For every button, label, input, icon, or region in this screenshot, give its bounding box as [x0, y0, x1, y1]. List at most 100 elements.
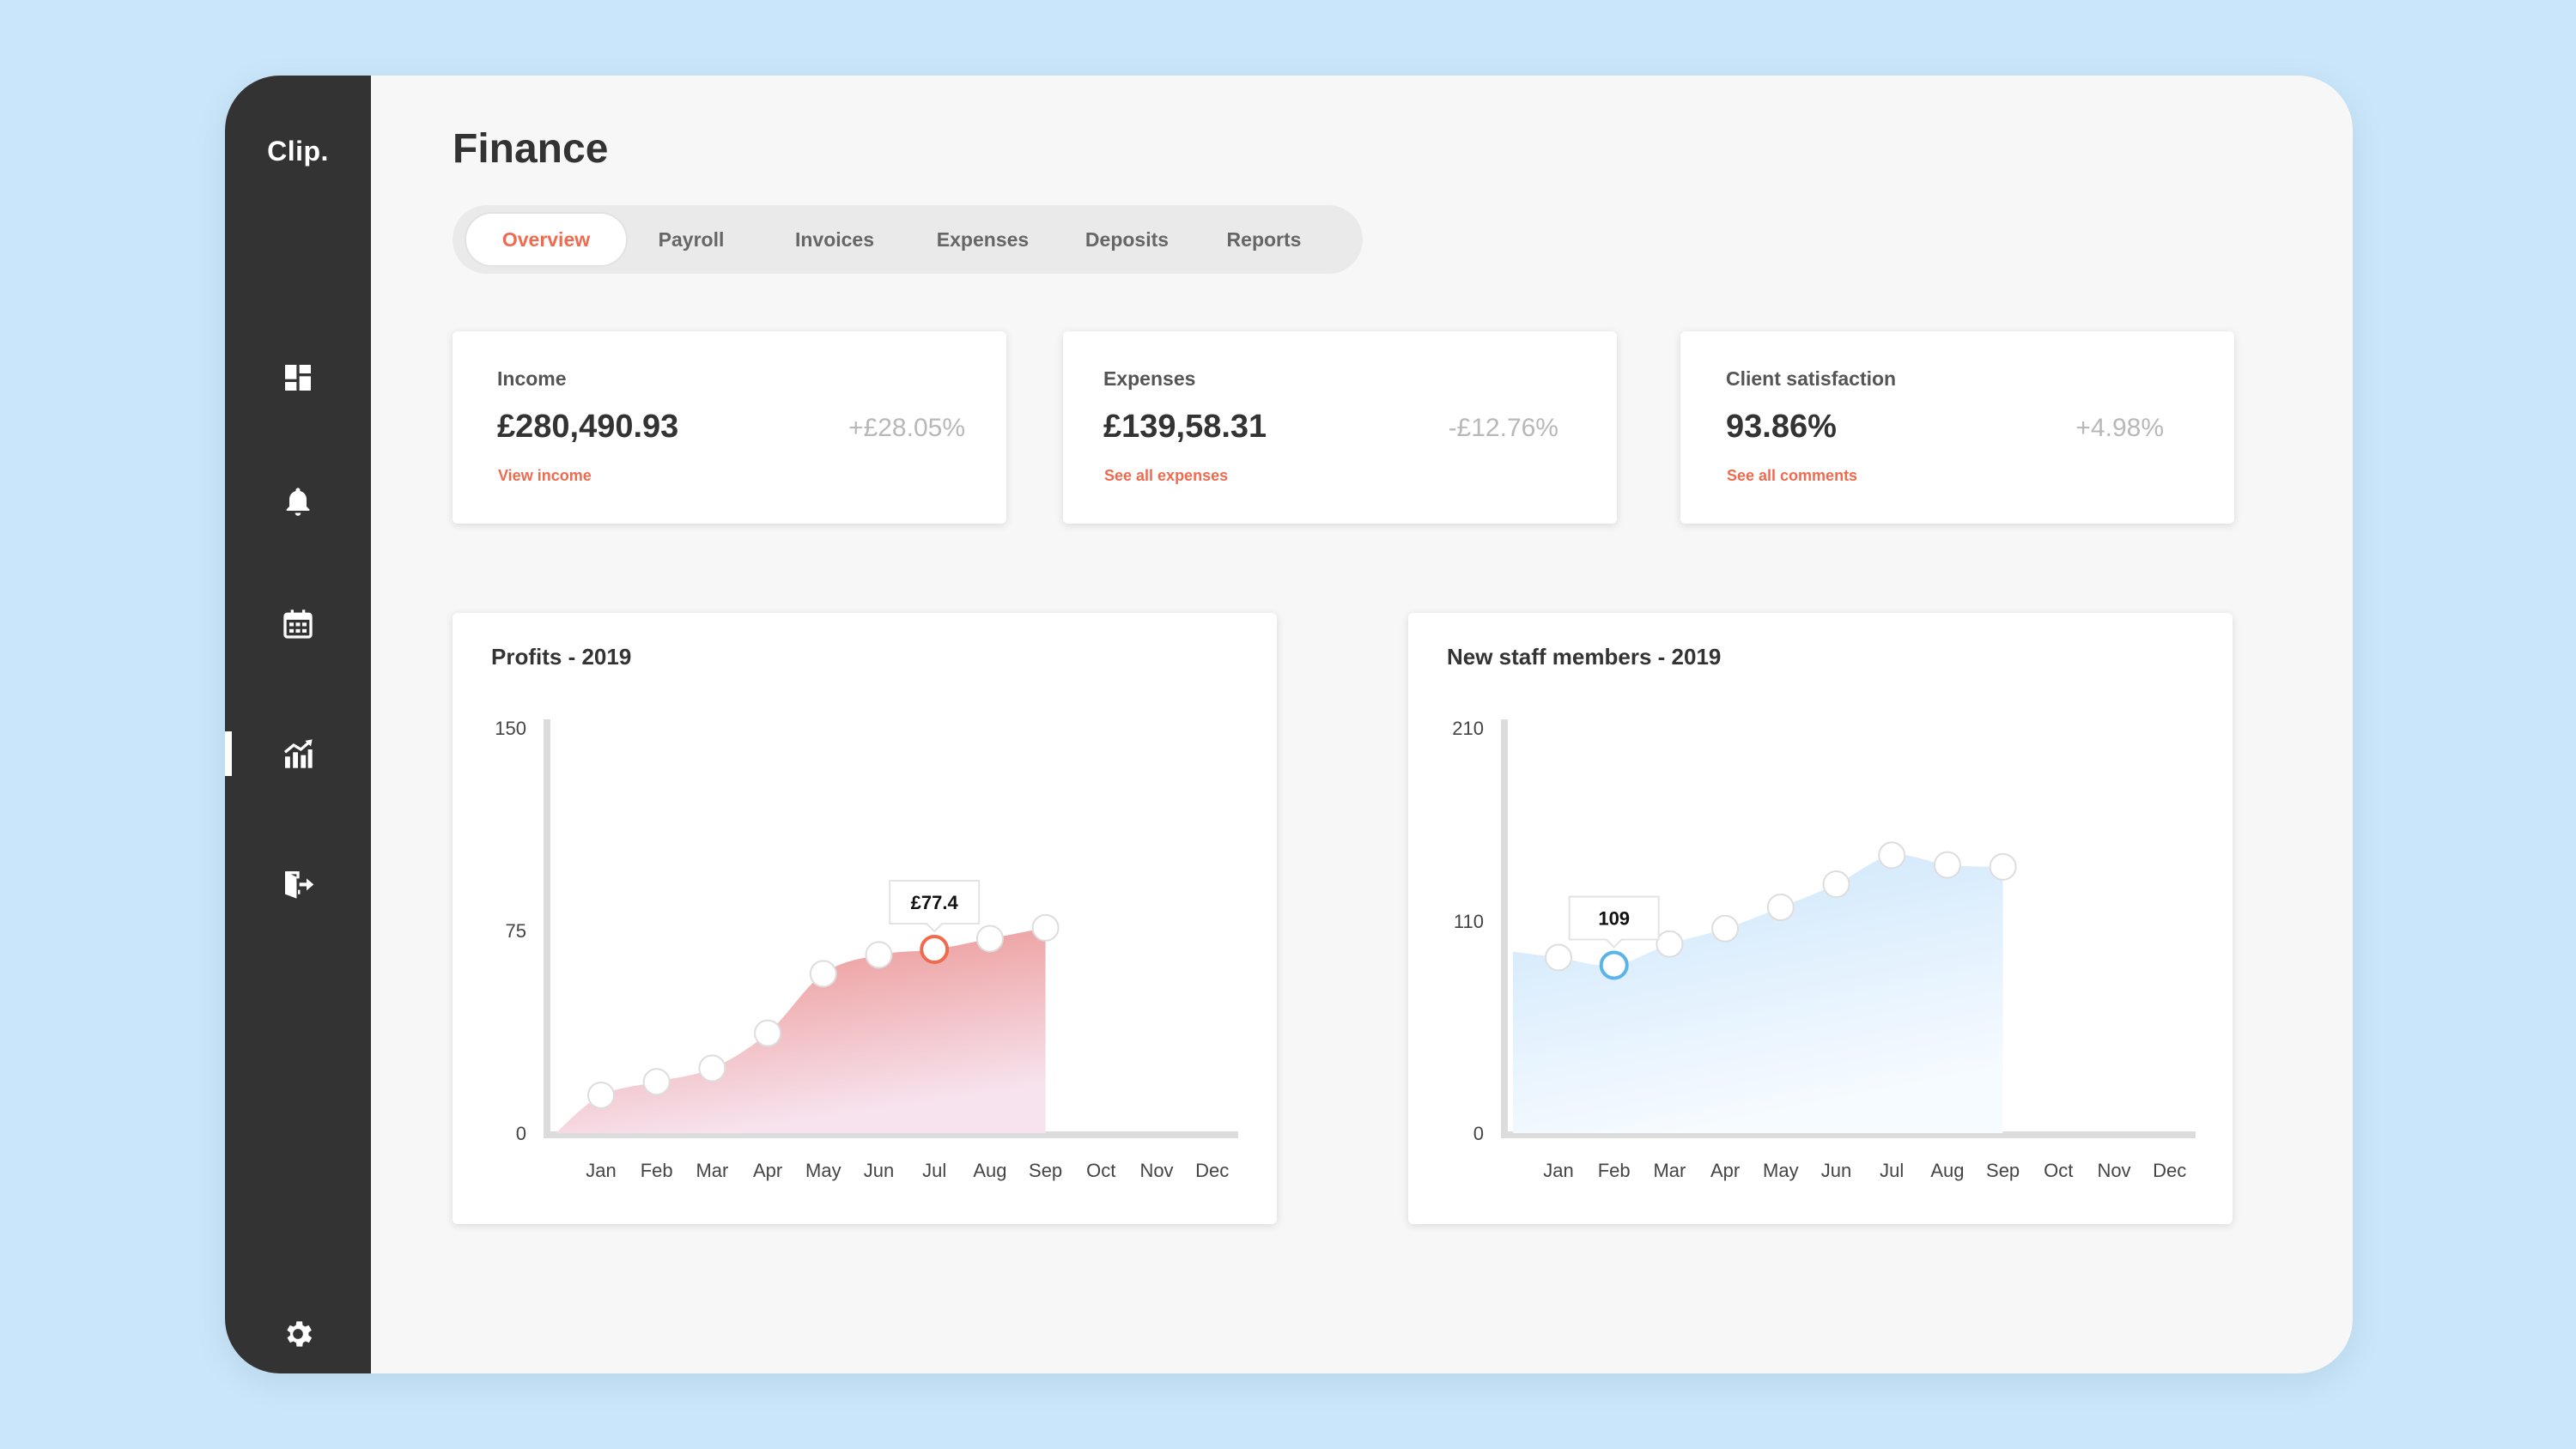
y-tick-label: 75 [506, 920, 526, 942]
client-satisfaction-card: Client satisfaction 93.86% +4.98% See al… [1680, 331, 2234, 524]
x-tick-label: Sep [1986, 1160, 2020, 1181]
x-tick-label: May [1763, 1160, 1799, 1181]
tab-deposits[interactable]: Deposits [1084, 228, 1170, 251]
y-tick-label: 0 [1473, 1123, 1484, 1144]
x-tick-label: Jan [1543, 1160, 1573, 1181]
see-all-comments-link[interactable]: See all comments [1727, 467, 1858, 484]
bell-icon-glyph [286, 488, 310, 516]
chart-icon[interactable] [225, 726, 371, 781]
see-all-expenses-link[interactable]: See all expenses [1104, 467, 1229, 484]
tab-overview[interactable]: Overview [465, 212, 628, 267]
data-point [587, 1081, 615, 1109]
stat-label: Expenses [1103, 367, 1196, 390]
x-tick-label: Dec [2153, 1160, 2186, 1181]
data-point [1878, 841, 1906, 870]
y-tick-label: 110 [1454, 911, 1484, 932]
tab-payroll[interactable]: Payroll [658, 228, 725, 251]
tooltip-label: 109 [1598, 907, 1630, 929]
tooltip-box [889, 880, 981, 933]
tab-bar: Overview Payroll Invoices Expenses Depos… [453, 205, 1363, 274]
x-tick-label: Mar [1653, 1160, 1686, 1181]
dashboard-icon-glyph [285, 365, 311, 391]
stat-label: Income [497, 367, 567, 390]
x-tick-label: Apr [1710, 1160, 1740, 1181]
stat-change: -£12.76% [1448, 414, 1558, 442]
active-nav-indicator [225, 731, 232, 776]
expenses-card: Expenses £139,58.31 -£12.76% See all exp… [1063, 331, 1617, 524]
value-tooltip: 109 [1568, 895, 1660, 949]
x-tick-label: Jul [1880, 1160, 1904, 1181]
tab-expenses[interactable]: Expenses [936, 228, 1030, 251]
x-tick-label: Oct [2044, 1160, 2073, 1181]
gear-icon[interactable] [225, 1307, 371, 1361]
x-tick-label: Jan [586, 1160, 616, 1181]
x-tick-label: Nov [2097, 1160, 2130, 1181]
highlight-point [1599, 950, 1629, 980]
x-tick-label: Jul [922, 1160, 946, 1181]
data-point [1711, 914, 1740, 943]
data-point [1933, 851, 1961, 879]
exit-icon-glyph [285, 871, 314, 899]
data-point [642, 1068, 671, 1096]
data-point [809, 960, 837, 988]
x-tick-label: Dec [1195, 1160, 1229, 1181]
dashboard-icon[interactable] [225, 350, 371, 405]
data-point [975, 925, 1004, 953]
data-point [754, 1019, 782, 1047]
stat-value: £139,58.31 [1103, 409, 1267, 445]
stat-value: £280,490.93 [497, 409, 679, 445]
view-income-link[interactable]: View income [498, 467, 592, 484]
tab-invoices[interactable]: Invoices [794, 228, 875, 251]
bell-icon[interactable] [225, 475, 371, 530]
x-tick-label: May [805, 1160, 841, 1181]
tooltip-label: £77.4 [911, 892, 959, 913]
stat-label: Client satisfaction [1726, 367, 1897, 390]
data-point [1822, 870, 1850, 899]
y-tick-label: 150 [495, 718, 526, 739]
calendar-icon-glyph [283, 609, 313, 639]
x-tick-label: Feb [641, 1160, 673, 1181]
stat-change: +£28.05% [848, 414, 965, 442]
app-window: Clip. [225, 76, 2353, 1373]
staff-chart-card: New staff members - 2019 0 110 210 Jan Feb Ma… [1408, 613, 2233, 1224]
series-area [1513, 854, 2003, 1133]
stat-change: +4.98% [2075, 414, 2164, 442]
staff-chart: 0 110 210 Jan Feb Mar Apr May Jun Jul Aug Sep Oct Nov… [1452, 718, 2196, 1181]
exit-icon[interactable] [225, 857, 371, 912]
profits-chart-card: Profits - 2019 0 75 150 Jan Feb Mar Apr May Jun J… [453, 613, 1277, 1224]
data-point [1031, 913, 1060, 942]
x-tick-label: Aug [1930, 1160, 1964, 1181]
data-point [1656, 930, 1684, 958]
income-card: Income £280,490.93 +£28.05% View income [453, 331, 1006, 524]
x-tick-label: Sep [1029, 1160, 1062, 1181]
sidebar: Clip. [225, 76, 371, 1373]
y-tick-label: 0 [516, 1123, 526, 1144]
page-title: Finance [453, 126, 609, 172]
chart-icon-glyph [283, 739, 313, 768]
x-tick-label: Jun [1821, 1160, 1851, 1181]
series-area [556, 927, 1046, 1133]
main-content: Finance Overview Payroll Invoices Expens… [371, 76, 2353, 1373]
x-tick-label: Nov [1139, 1160, 1173, 1181]
calendar-icon[interactable] [225, 597, 371, 652]
data-point [1989, 852, 2017, 881]
x-tick-label: Mar [696, 1160, 728, 1181]
x-tick-label: Aug [973, 1160, 1006, 1181]
value-tooltip: £77.4 [889, 880, 981, 933]
data-point [698, 1054, 726, 1082]
data-point [865, 941, 893, 969]
tab-reports[interactable]: Reports [1226, 228, 1302, 251]
x-tick-label: Oct [1086, 1160, 1115, 1181]
chart-title: Profits - 2019 [491, 644, 632, 670]
highlight-point [920, 935, 950, 965]
x-tick-label: Feb [1598, 1160, 1631, 1181]
tooltip-box [1568, 895, 1660, 949]
stat-value: 93.86% [1726, 409, 1837, 445]
logo: Clip. [267, 136, 329, 167]
profits-chart: 0 75 150 Jan Feb Mar Apr May Jun Jul Aug Sep Oct Nov D… [495, 718, 1238, 1181]
data-point [1545, 943, 1572, 972]
chart-title: New staff members - 2019 [1447, 644, 1722, 670]
gear-icon-glyph [287, 1321, 313, 1347]
y-tick-label: 210 [1452, 718, 1484, 739]
x-tick-label: Jun [864, 1160, 894, 1181]
